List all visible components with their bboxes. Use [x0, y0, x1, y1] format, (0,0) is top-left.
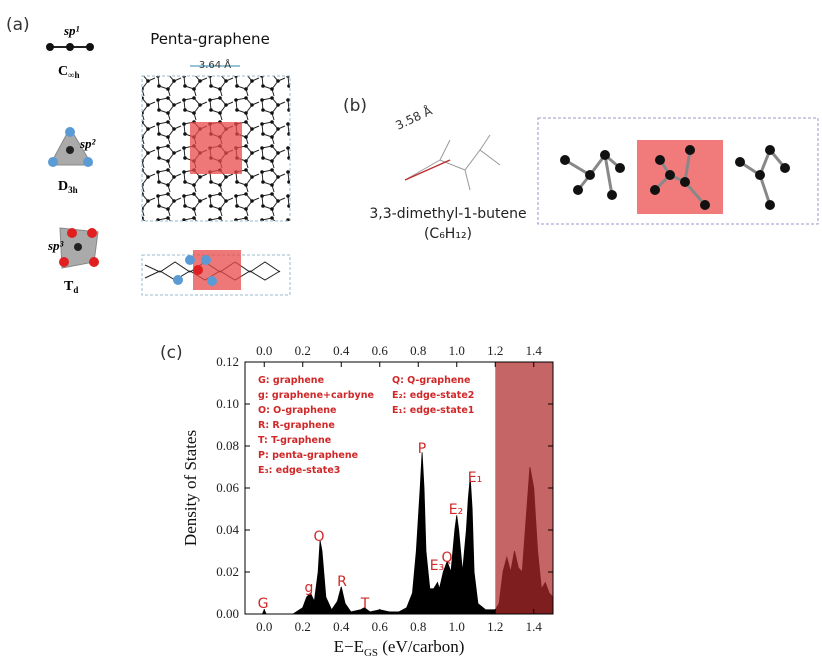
legend-entry: G: graphene [258, 375, 324, 386]
atom [207, 276, 217, 286]
atoms [560, 145, 790, 210]
legend-entry: E₃: edge-state3 [258, 465, 340, 476]
x-tick-label: 0.4 [333, 619, 350, 634]
x-tick-label-top: 0.4 [333, 343, 350, 358]
x-label-main: E−E [334, 637, 364, 656]
legend-entry: E₁: edge-state1 [392, 405, 474, 416]
x-tick-label: 0.8 [410, 619, 426, 634]
peak-label: E₃ [430, 558, 444, 574]
symmetry-main: C [58, 64, 68, 79]
arrow [404, 159, 451, 181]
distance-label: 3.64 Å [199, 58, 231, 71]
atom [193, 265, 203, 275]
peak-label: g [305, 580, 314, 596]
x-tick-label-top: 1.0 [449, 343, 465, 358]
chart: 0.00 0.02 0.04 0.06 0.08 0.10 0.12 0.0 0.0 0.2 0.2… [216, 343, 554, 634]
y-axis-label: Density of States [181, 430, 200, 546]
legend-entry: O: O-graphene [258, 405, 337, 416]
x-label-rest: (eV/carbon) [378, 637, 464, 656]
x-tick-label: 1.2 [487, 619, 503, 634]
panel-label: (b) [343, 96, 367, 116]
atom [74, 243, 82, 251]
x-tick-label: 0.0 [256, 619, 272, 634]
highlight-region [495, 362, 553, 614]
panel-b: (b) 3.58 Å 3,3-dimethyl-1-butene (C₆H₁₂) [343, 96, 819, 242]
x-tick-label-top: 0.6 [372, 343, 389, 358]
y-tick-label: 0.02 [216, 564, 239, 579]
unit-cell [637, 140, 723, 214]
panel-label: (a) [6, 15, 30, 35]
hybrid-label: sp¹ [63, 23, 80, 38]
peak-label: O [313, 529, 324, 545]
symmetry-main: D [58, 179, 68, 194]
hybrid-label: sp³ [47, 238, 65, 253]
peak-label: E₁ [468, 470, 482, 486]
legend-entry: R: R-graphene [258, 420, 335, 431]
symmetry-sub: ∞h [68, 70, 79, 80]
lattice-side-box [141, 254, 291, 296]
x-tick-label: 0.2 [295, 619, 311, 634]
panel-a: (a) sp¹ C∞h sp² D3h sp³ Td Penta-graphen… [6, 15, 291, 296]
molecule [404, 134, 501, 191]
peak-label: R [337, 574, 347, 590]
atom [185, 255, 195, 265]
peak-label: T [360, 596, 370, 612]
molecule-formula: (C₆H₁₂) [424, 226, 472, 242]
symmetry-label: C∞h [58, 64, 80, 80]
atom [46, 43, 54, 51]
molecule-name: 3,3-dimethyl-1-butene [369, 206, 526, 222]
distance-label: 3.58 Å [393, 102, 435, 132]
legend-entry: P: penta-graphene [258, 450, 358, 461]
molecules [564, 147, 787, 206]
legend-entry: T: T-graphene [258, 435, 331, 446]
y-tick-label: 0.12 [216, 354, 239, 369]
x-tick-label: 1.4 [526, 619, 543, 634]
symmetry-main: T [64, 279, 74, 294]
peak-label: Q [441, 550, 452, 566]
y-tick-label: 0.06 [216, 480, 239, 495]
hybrid-label: sp² [79, 136, 97, 151]
peak-label: P [418, 441, 426, 457]
atom [87, 228, 97, 238]
atom [89, 257, 99, 267]
x-tick-label-top: 0.8 [410, 343, 426, 358]
atom [66, 146, 74, 154]
x-tick-label-top: 1.4 [526, 343, 543, 358]
x-tick-label-top: 0.0 [256, 343, 272, 358]
atom [48, 157, 58, 167]
y-tick-label: 0.04 [216, 522, 239, 537]
symmetry-sub: 3h [68, 185, 78, 195]
peak-label: E₂ [449, 502, 463, 518]
peak-label: G [258, 596, 269, 612]
x-tick-label-top: 1.2 [487, 343, 503, 358]
atom [83, 157, 93, 167]
y-tick-label: 0.10 [216, 396, 239, 411]
symmetry-sub: d [73, 285, 78, 295]
x-label-sub: GS [364, 647, 378, 659]
symmetry-label: Td [64, 279, 78, 295]
legend-entry: Q: Q-graphene [392, 375, 471, 386]
atom [201, 255, 211, 265]
y-tick-label: 0.08 [216, 438, 239, 453]
atom [65, 127, 75, 137]
x-tick-label: 1.0 [449, 619, 465, 634]
atom [86, 43, 94, 51]
unit-cell [190, 122, 242, 174]
panel-title: Penta-graphene [150, 30, 270, 48]
x-tick-label-top: 0.2 [295, 343, 311, 358]
panel-label: (c) [160, 343, 183, 363]
legend-entry: g: graphene+carbyne [258, 390, 374, 401]
atom [67, 228, 77, 238]
legend-entry: E₂: edge-state2 [392, 390, 474, 401]
atom [173, 275, 183, 285]
x-axis-label: E−EGS (eV/carbon) [334, 637, 465, 659]
symmetry-label: D3h [58, 179, 78, 195]
x-tick-label: 0.6 [372, 619, 389, 634]
atom [59, 257, 69, 267]
atom [66, 43, 74, 51]
y-tick-label: 0.00 [216, 606, 239, 621]
cell-box [537, 117, 819, 225]
